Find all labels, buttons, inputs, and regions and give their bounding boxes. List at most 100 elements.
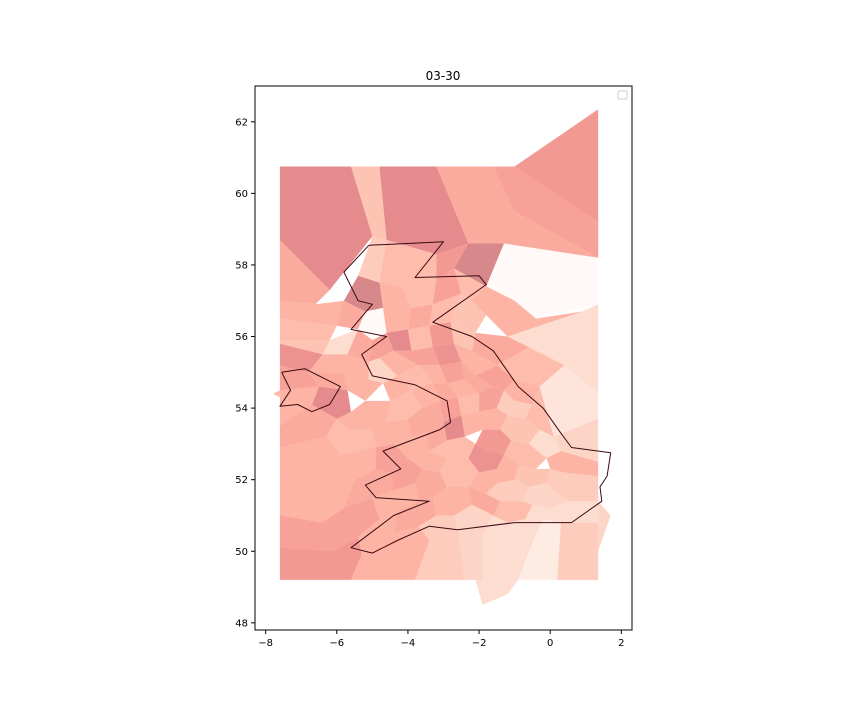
y-tick-label: 60 bbox=[235, 189, 248, 200]
voronoi-cell-17 bbox=[432, 268, 462, 305]
y-tick-label: 52 bbox=[235, 475, 248, 486]
legend-box bbox=[617, 90, 628, 100]
voronoi-cell-2 bbox=[379, 166, 469, 255]
voronoi-cell-89 bbox=[279, 479, 355, 523]
voronoi-cell-46 bbox=[496, 347, 565, 387]
voronoi-cell-102 bbox=[468, 468, 497, 494]
voronoi-cell-87 bbox=[504, 440, 547, 469]
voronoi-cell-118 bbox=[272, 390, 280, 398]
voronoi-cell-105 bbox=[279, 536, 362, 580]
voronoi-cell-63 bbox=[411, 383, 440, 409]
voronoi-cell-79 bbox=[279, 465, 330, 498]
voronoi-cell-93 bbox=[429, 436, 476, 459]
voronoi-cell-66 bbox=[479, 386, 504, 412]
voronoi-cell-100 bbox=[415, 468, 448, 502]
voronoi-cell-116 bbox=[518, 519, 561, 580]
voronoi-cell-67 bbox=[496, 390, 533, 419]
voronoi-cell-103 bbox=[486, 479, 529, 502]
voronoi-cell-101 bbox=[439, 458, 480, 487]
voronoi-cell-59 bbox=[504, 379, 540, 405]
x-axis: −8 −6 −4 −2 0 2 bbox=[258, 630, 625, 649]
voronoi-cell-83 bbox=[425, 422, 448, 452]
voronoi-cell-39 bbox=[308, 354, 348, 373]
voronoi-cell-8 bbox=[358, 236, 387, 283]
voronoi-cell-53 bbox=[383, 375, 412, 401]
voronoi-cell-70 bbox=[279, 436, 341, 480]
voronoi-cell-97 bbox=[546, 468, 599, 502]
voronoi-cell-4 bbox=[493, 166, 599, 258]
voronoi-cell-6 bbox=[468, 211, 599, 258]
voronoi-cell-34 bbox=[407, 325, 433, 351]
voronoi-cell-78 bbox=[528, 429, 561, 459]
voronoi-cell-7 bbox=[279, 239, 330, 305]
voronoi-cell-85 bbox=[461, 411, 483, 437]
voronoi-cell-119 bbox=[475, 579, 519, 605]
region-outlines bbox=[279, 241, 612, 554]
voronoi-cell-16 bbox=[400, 279, 437, 308]
voronoi-cell-51 bbox=[279, 386, 319, 426]
voronoi-cell-11 bbox=[454, 243, 504, 287]
voronoi-cell-72 bbox=[372, 418, 412, 448]
voronoi-cell-117 bbox=[557, 522, 599, 580]
voronoi-cell-84 bbox=[443, 415, 465, 441]
axes-frame bbox=[254, 85, 633, 631]
voronoi-cell-3 bbox=[436, 166, 515, 244]
voronoi-cell-21 bbox=[336, 300, 366, 330]
voronoi-cell-0 bbox=[279, 166, 373, 290]
voronoi-cell-110 bbox=[493, 501, 533, 523]
voronoi-cell-55 bbox=[418, 365, 448, 384]
voronoi-cell-10 bbox=[436, 243, 469, 280]
voronoi-cell-88 bbox=[546, 451, 599, 477]
voronoi-cell-25 bbox=[429, 293, 462, 326]
voronoi-cell-52 bbox=[343, 372, 383, 401]
voronoi-cell-60 bbox=[279, 404, 337, 448]
voronoi-cell-44 bbox=[432, 343, 462, 366]
voronoi-cell-38 bbox=[279, 343, 323, 373]
legend bbox=[617, 90, 628, 100]
voronoi-cell-50 bbox=[311, 386, 351, 419]
voronoi-cell-109 bbox=[468, 486, 501, 516]
voronoi-cell-99 bbox=[372, 483, 419, 520]
y-tick-label: 58 bbox=[235, 260, 248, 271]
voronoi-cell-54 bbox=[397, 365, 433, 391]
voronoi-cell-20 bbox=[279, 318, 337, 341]
chart-title: 03-30 bbox=[426, 69, 461, 83]
voronoi-cell-13 bbox=[343, 275, 383, 312]
voronoi-cell-56 bbox=[439, 361, 465, 384]
voronoi-cell-35 bbox=[429, 322, 455, 348]
x-tick-label: 0 bbox=[547, 638, 553, 649]
region-outline-0 bbox=[279, 368, 341, 413]
voronoi-cell-30 bbox=[322, 329, 359, 355]
voronoi-cell-77 bbox=[500, 415, 540, 444]
voronoi-cell-31 bbox=[347, 329, 373, 362]
voronoi-cell-12 bbox=[486, 243, 599, 319]
voronoi-cell-40 bbox=[343, 354, 369, 380]
y-tick-label: 62 bbox=[235, 117, 248, 128]
voronoi-cell-19 bbox=[472, 286, 515, 316]
voronoi-cell-69 bbox=[553, 418, 599, 462]
x-tick-label: −8 bbox=[258, 638, 273, 649]
voronoi-cell-9 bbox=[379, 239, 437, 287]
voronoi-cell-68 bbox=[525, 386, 554, 437]
y-axis: 48 50 52 54 56 58 60 62 bbox=[235, 117, 255, 629]
y-tick-label: 50 bbox=[235, 547, 248, 558]
voronoi-cell-95 bbox=[496, 454, 519, 484]
voronoi-cell-94 bbox=[468, 443, 504, 473]
voronoi-cell-1 bbox=[351, 166, 387, 240]
x-tick-label: 2 bbox=[618, 638, 624, 649]
voronoi-cell-73 bbox=[407, 400, 444, 437]
voronoi-cell-65 bbox=[447, 379, 480, 398]
voronoi-cell-33 bbox=[386, 329, 412, 351]
voronoi-cell-45 bbox=[454, 343, 497, 376]
voronoi-cell-92 bbox=[407, 451, 448, 473]
voronoi-cell-27 bbox=[486, 300, 583, 337]
voronoi-cell-120 bbox=[598, 501, 611, 552]
voronoi-cell-42 bbox=[379, 350, 419, 376]
voronoi-cell-28 bbox=[507, 304, 599, 394]
voronoi-cell-23 bbox=[383, 307, 412, 333]
voronoi-cell-104 bbox=[521, 483, 568, 509]
voronoi-cell-111 bbox=[525, 501, 599, 523]
voronoi-cell-112 bbox=[351, 526, 430, 580]
voronoi-cell-36 bbox=[450, 322, 476, 351]
